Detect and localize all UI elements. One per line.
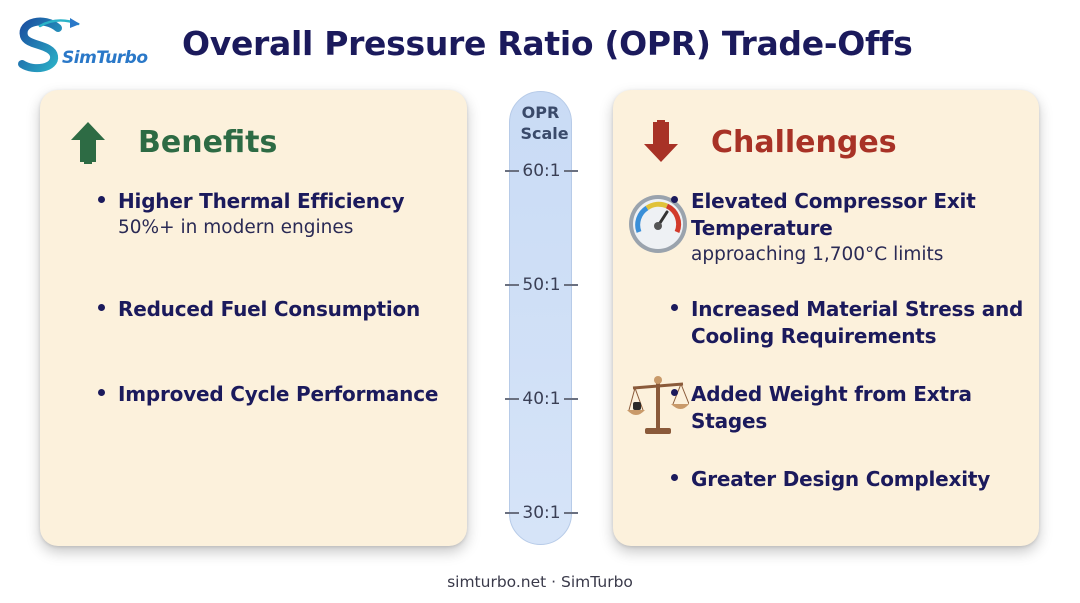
challenge-item: Increased Material Stress and Cooling Re…	[671, 296, 1031, 350]
opr-tick: 30:1	[498, 502, 585, 524]
opr-tick: 60:1	[498, 160, 585, 182]
bullet	[671, 474, 678, 481]
simturbo-logo: SimTurbo	[14, 12, 154, 78]
challenges-panel: Challenges Elevated Compressor Exit Temp…	[613, 90, 1039, 546]
challenge-item: Elevated Compressor Exit Temperature app…	[671, 188, 1031, 268]
logo-text: SimTurbo	[62, 48, 148, 68]
opr-scale-title-text: OPR Scale	[520, 103, 569, 143]
challenge-title: Added Weight from Extra Stages	[691, 382, 972, 433]
benefits-header: Benefits	[68, 118, 277, 166]
challenge-detail: approaching 1,700°C limits	[691, 244, 944, 265]
arrow-up-icon	[71, 122, 105, 164]
opr-tick-label: 50:1	[522, 275, 561, 295]
benefit-title: Higher Thermal Efficiency	[118, 189, 405, 213]
challenge-title: Elevated Compressor Exit Temperature	[691, 189, 976, 240]
opr-tick-label: 40:1	[522, 389, 561, 409]
balance-scale-icon	[627, 376, 689, 434]
benefit-title: Improved Cycle Performance	[118, 382, 439, 406]
footer-text: simturbo.net · SimTurbo	[447, 573, 633, 591]
challenge-item: Greater Design Complexity	[671, 466, 1031, 493]
bullet	[98, 389, 105, 396]
benefit-title: Reduced Fuel Consumption	[118, 297, 421, 321]
bullet	[671, 389, 678, 396]
benefit-detail: 50%+ in modern engines	[118, 217, 354, 238]
challenge-title: Increased Material Stress and Cooling Re…	[691, 297, 1024, 348]
challenge-title: Greater Design Complexity	[691, 467, 991, 491]
gauge-icon	[629, 195, 687, 253]
benefit-item: Improved Cycle Performance	[98, 381, 463, 408]
challenge-item: Added Weight from Extra Stages	[671, 381, 1031, 435]
bullet	[671, 196, 678, 203]
simturbo-logo-icon	[18, 17, 80, 73]
opr-tick: 50:1	[498, 274, 585, 296]
opr-tick-label: 30:1	[522, 503, 561, 523]
opr-scale-title: OPR Scale	[510, 102, 571, 144]
arrow-down-icon	[644, 120, 678, 162]
opr-tick-label: 60:1	[522, 161, 561, 181]
benefit-item: Reduced Fuel Consumption	[98, 296, 463, 323]
page-title: Overall Pressure Ratio (OPR) Trade-Offs	[182, 24, 913, 63]
bullet	[671, 304, 678, 311]
benefits-panel: Benefits Higher Thermal Efficiency 50%+ …	[40, 90, 467, 546]
opr-scale: OPR Scale 60:1 50:1 40:1 30:1	[509, 91, 572, 545]
opr-tick: 40:1	[498, 388, 585, 410]
benefits-heading: Benefits	[138, 124, 278, 160]
challenges-heading: Challenges	[711, 124, 897, 160]
bullet	[98, 304, 105, 311]
benefit-item: Higher Thermal Efficiency 50%+ in modern…	[98, 188, 463, 241]
bullet	[98, 196, 105, 203]
challenges-header: Challenges	[641, 118, 897, 166]
